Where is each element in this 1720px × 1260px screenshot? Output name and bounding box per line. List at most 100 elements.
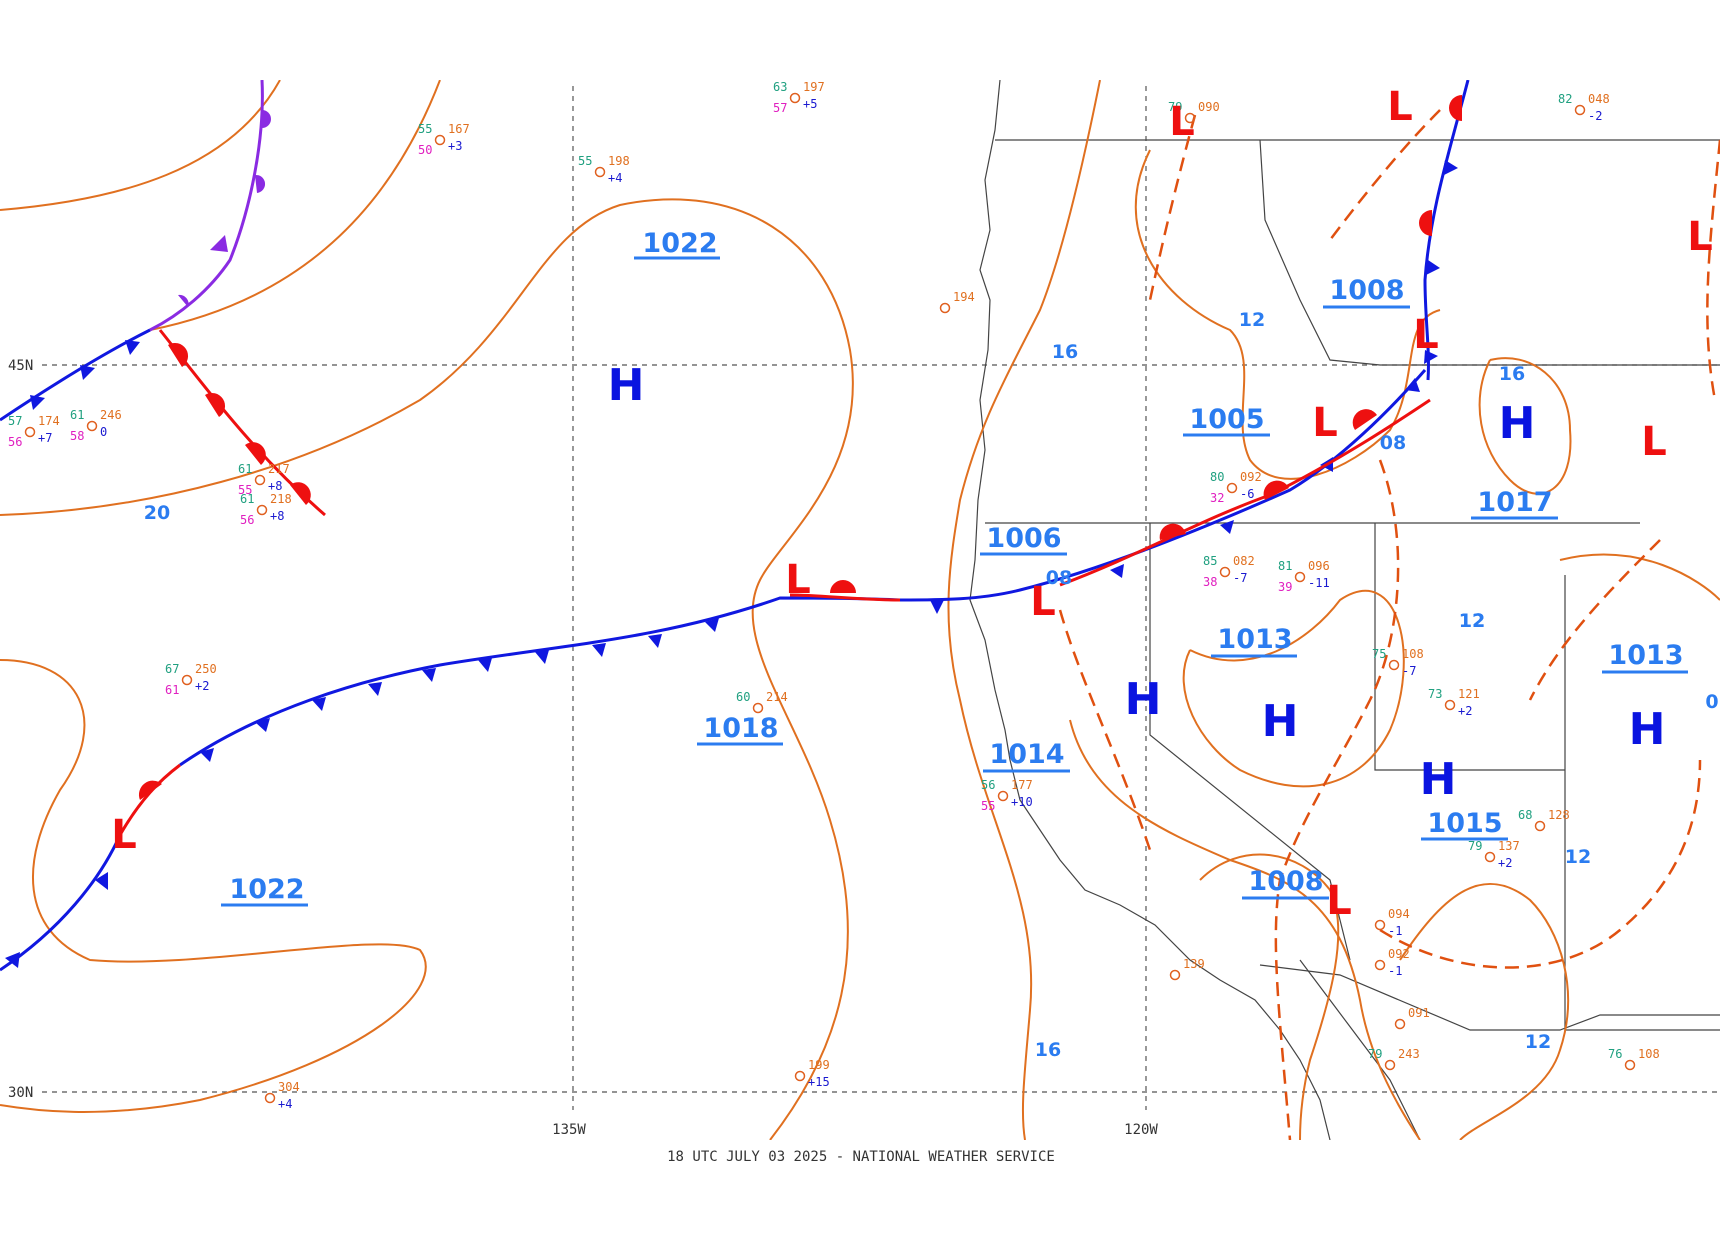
station-pressure: 096 <box>1308 559 1330 573</box>
isobar-label: 16 <box>1035 1039 1061 1061</box>
isobar-1016-east <box>1478 357 1572 495</box>
warm-front-northwest-semicircles <box>168 342 311 505</box>
station-circle <box>1169 969 1181 981</box>
station-circle <box>1374 919 1386 931</box>
station-temperature: 55 <box>418 122 432 136</box>
trough-oregon <box>1148 114 1197 301</box>
occluded-front-symbols <box>178 110 271 307</box>
cold-front-main-triangles <box>5 378 1420 968</box>
map-caption: 18 UTC JULY 03 2025 - NATIONAL WEATHER S… <box>667 1149 1055 1165</box>
station-temperature: 57 <box>8 414 22 428</box>
pressure-centers: H H H H H H L L L L L L L L L L <box>111 84 1713 924</box>
coastline-and-borders <box>969 80 1720 1140</box>
station-pressure-tendency: +5 <box>803 97 817 111</box>
latitude-label-45n: 45N <box>8 358 33 374</box>
svg-text:1005: 1005 <box>1189 404 1264 435</box>
station-dewpoint: 32 <box>1210 491 1224 505</box>
station-pressure: 092 <box>1240 470 1262 484</box>
low-pressure-symbol: L <box>1326 878 1352 924</box>
high-pressure-symbol: H <box>1262 696 1299 747</box>
station-temperature: 79 <box>1168 100 1182 114</box>
station-plot: 199+15 <box>794 1058 830 1089</box>
station-circle <box>86 420 98 432</box>
idaho-border <box>1259 139 1720 366</box>
station-pressure-tendency: +2 <box>1498 856 1512 870</box>
svg-text:1006: 1006 <box>986 523 1061 554</box>
latitude-label-30n: 30N <box>8 1085 33 1101</box>
station-plot: 57 174 56 +7 <box>8 414 60 449</box>
svg-text:1008: 1008 <box>1248 866 1323 897</box>
isobar-1012-az <box>1399 882 1569 1140</box>
station-temperature: 80 <box>1210 470 1224 484</box>
station-plot: 55 198 +4 <box>578 154 630 185</box>
station-plot: 61 218 56 +8 <box>240 492 292 527</box>
station-plot: 55 167 50 +3 <box>418 122 470 157</box>
station-pressure: 108 <box>1638 1047 1660 1061</box>
station-temperature: 81 <box>1278 559 1292 573</box>
pressure-value-low-1006: 1006 <box>980 523 1067 556</box>
station-temperature: 68 <box>1518 808 1532 822</box>
station-circle <box>1444 699 1456 711</box>
station-circle <box>1226 482 1238 494</box>
trough-east <box>1706 139 1720 401</box>
isobar-label: 12 <box>1525 1031 1551 1053</box>
station-circle <box>24 426 36 438</box>
station-temperature: 79 <box>1368 1047 1382 1061</box>
cold-front-idaho-triangles <box>1424 160 1458 364</box>
station-plot: 63 197 57 +5 <box>773 80 825 115</box>
station-circle <box>264 1092 276 1104</box>
svg-text:1014: 1014 <box>989 739 1064 770</box>
station-temperature: 61 <box>70 408 84 422</box>
low-pressure-symbol: L <box>1169 99 1195 145</box>
station-pressure-tendency: -7 <box>1233 571 1247 585</box>
station-pressure-tendency: +4 <box>608 171 622 185</box>
pressure-value-high-1017: 1017 <box>1471 487 1558 520</box>
isobar-1016-coast <box>947 80 1101 1140</box>
low-pressure-symbol: L <box>1387 84 1413 130</box>
svg-text:1013: 1013 <box>1217 624 1292 655</box>
station-plot: 75 108 -7 <box>1372 647 1424 678</box>
station-pressure-tendency: +15 <box>808 1075 830 1089</box>
trough-nevada <box>1274 459 1400 1140</box>
station-temperature: 55 <box>578 154 592 168</box>
longitude-label-120w: 120W <box>1124 1122 1158 1138</box>
station-pressure: 177 <box>1011 778 1033 792</box>
station-circle <box>1484 851 1496 863</box>
low-pressure-symbol: L <box>785 557 811 603</box>
station-pressure: 128 <box>1548 808 1570 822</box>
low-pressure-symbol: L <box>1312 400 1338 446</box>
station-circle <box>1388 659 1400 671</box>
station-pressure: 214 <box>766 690 788 704</box>
cold-front-northwest-triangles <box>30 340 140 410</box>
isobars <box>0 80 1720 1140</box>
pressure-value-high-1013-nevada: 1013 <box>1211 624 1297 658</box>
isobar-labels: 20 16 16 12 12 12 16 08 08 12 12 0 <box>144 309 1719 1061</box>
station-plot: 61 246 58 0 <box>70 408 122 443</box>
isobar-label: 08 <box>1046 567 1072 589</box>
isobar-label: 12 <box>1459 610 1485 632</box>
isobar-label: 12 <box>1239 309 1265 331</box>
station-circle <box>181 674 193 686</box>
pressure-value-low-1008-south: 1008 <box>1242 866 1329 900</box>
station-pressure: 137 <box>1498 839 1520 853</box>
svg-text:1015: 1015 <box>1427 808 1502 839</box>
low-pressure-symbol: L <box>1641 419 1667 465</box>
station-dewpoint: 56 <box>8 435 22 449</box>
station-dewpoint: 56 <box>240 513 254 527</box>
station-pressure-tendency: -1 <box>1388 964 1402 978</box>
station-plot: 73 121 +2 <box>1428 687 1480 718</box>
station-plot: 79 090 <box>1168 100 1220 124</box>
station-pressure: 197 <box>803 80 825 94</box>
svg-text:1018: 1018 <box>703 713 778 744</box>
station-plot: 80 092 32 -6 <box>1210 470 1262 505</box>
station-pressure: 199 <box>808 1058 830 1072</box>
isobar-label: 12 <box>1565 846 1591 868</box>
station-plot: 092-1 <box>1374 947 1410 978</box>
isobar-1012-nevada <box>1182 590 1405 788</box>
high-pressure-symbol: H <box>1499 398 1536 449</box>
isobar-label: 08 <box>1380 432 1406 454</box>
station-circle <box>256 504 268 516</box>
high-pressure-symbol: H <box>608 360 645 411</box>
graticule <box>42 86 1720 1110</box>
station-circle <box>1534 820 1546 832</box>
